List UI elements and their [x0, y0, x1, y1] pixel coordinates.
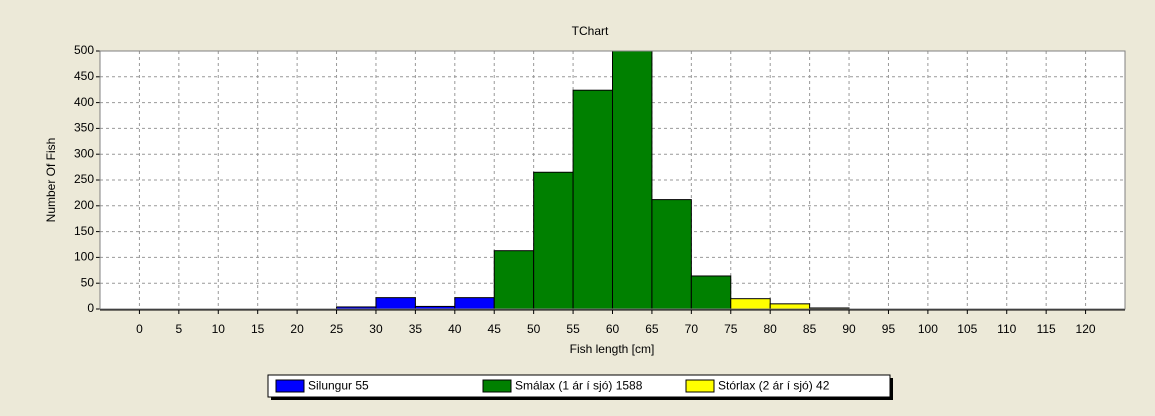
legend-label: Smálax (1 ár í sjó) 1588: [515, 379, 643, 393]
x-tick-label: 20: [290, 322, 304, 336]
y-tick-label: 450: [74, 69, 94, 83]
y-tick-label: 250: [74, 172, 94, 186]
y-tick-label: 400: [74, 95, 94, 109]
y-tick-label: 50: [81, 275, 95, 289]
y-tick-label: 350: [74, 121, 94, 135]
bar: [454, 297, 495, 310]
y-tick-label: 150: [74, 224, 94, 238]
x-tick-label: 0: [136, 322, 143, 336]
y-tick-label: 100: [74, 250, 94, 264]
x-tick-label: 100: [918, 322, 938, 336]
x-tick-label: 55: [566, 322, 580, 336]
x-tick-label: 110: [997, 322, 1016, 336]
legend-label: Stórlax (2 ár í sjó) 42: [718, 379, 830, 393]
x-tick-label: 85: [803, 322, 817, 336]
y-tick-label: 0: [87, 301, 94, 315]
bar: [690, 275, 732, 310]
x-tick-label: 90: [842, 322, 856, 336]
y-tick-label: 500: [74, 43, 94, 57]
bar: [651, 199, 692, 310]
bar: [493, 250, 535, 310]
x-tick-label: 15: [251, 322, 265, 336]
x-tick-label: 80: [764, 322, 778, 336]
x-tick-label: 105: [957, 322, 977, 336]
x-tick-label: 65: [645, 322, 659, 336]
x-tick-label: 40: [448, 322, 462, 336]
x-tick-label: 35: [409, 322, 423, 336]
legend: [267, 374, 891, 398]
y-axis-label: Number Of Fish: [44, 138, 58, 223]
bar: [533, 171, 574, 310]
chart-title: TChart: [572, 24, 609, 38]
x-tick-label: 10: [212, 322, 226, 336]
bar: [612, 50, 653, 310]
x-tick-label: 120: [1076, 322, 1096, 336]
x-tick-label: 25: [330, 322, 344, 336]
x-tick-label: 5: [176, 322, 183, 336]
x-tick-label: 60: [606, 322, 620, 336]
legend-swatch: [685, 379, 715, 393]
legend-label: Silungur 55: [308, 379, 369, 393]
x-axis-label: Fish length [cm]: [570, 342, 655, 356]
x-tick-label: 30: [369, 322, 383, 336]
x-tick-label: 45: [488, 322, 502, 336]
y-tick-label: 200: [74, 198, 94, 212]
bar: [730, 298, 771, 310]
x-tick-label: 95: [882, 322, 896, 336]
plot-border: [99, 50, 1126, 310]
x-tick-label: 70: [685, 322, 699, 336]
y-tick-label: 300: [74, 146, 94, 160]
x-tick-label: 50: [527, 322, 541, 336]
bar: [375, 297, 416, 310]
x-tick-label: 115: [1037, 322, 1056, 336]
x-tick-label: 75: [724, 322, 738, 336]
bar: [572, 89, 613, 310]
legend-swatch: [275, 379, 305, 393]
bar: [769, 303, 811, 310]
legend-swatch: [482, 379, 512, 393]
